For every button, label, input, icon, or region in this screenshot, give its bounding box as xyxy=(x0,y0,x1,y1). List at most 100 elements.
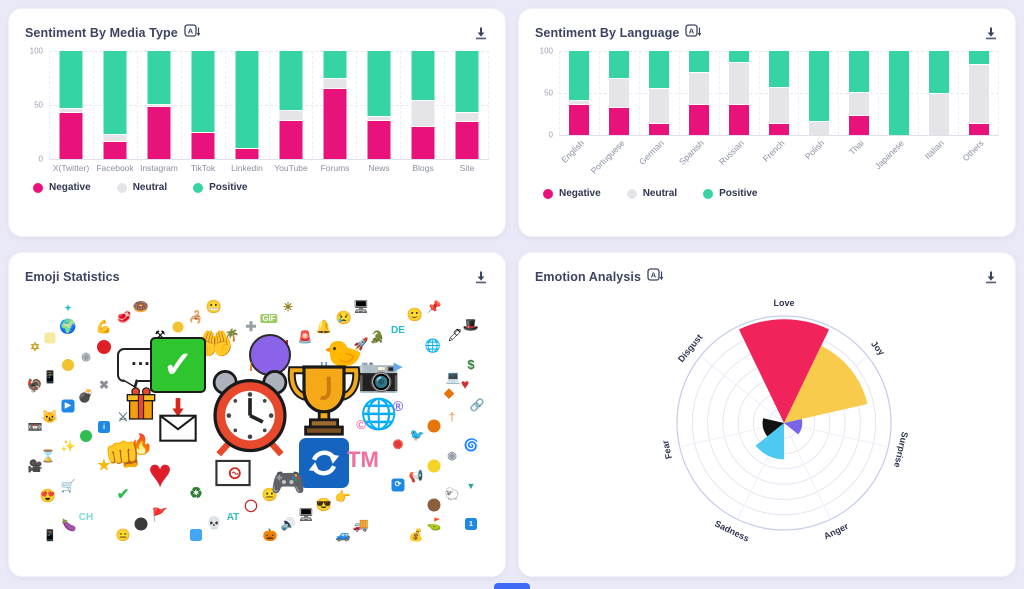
download-button[interactable] xyxy=(473,269,489,285)
x-axis-labels: English Portuguese German Spanish Russian Fre… xyxy=(559,135,999,179)
ai-summary-icon[interactable]: A xyxy=(184,23,201,43)
segment-negative xyxy=(609,106,630,135)
ai-summary-icon[interactable]: A xyxy=(647,267,664,287)
segment-positive xyxy=(191,51,215,133)
ai-summary-icon[interactable]: A xyxy=(685,23,702,43)
emoji-glyph: 🍩 xyxy=(132,299,150,314)
legend-item-positive[interactable]: Positive xyxy=(703,188,758,199)
bar-slot-Polish[interactable] xyxy=(799,51,840,135)
bar-slot-German[interactable] xyxy=(640,51,680,136)
stacked-bar-Thai[interactable] xyxy=(848,51,869,135)
rose-sector-surprise[interactable] xyxy=(784,418,803,435)
stacked-bar-Linkedin[interactable] xyxy=(235,51,259,159)
bar-slot-Blogs[interactable] xyxy=(401,51,446,159)
y-tick-label: 100 xyxy=(539,46,553,56)
emoji-glyph: 🚩 xyxy=(151,507,169,522)
emoji-square xyxy=(190,529,202,541)
y-tick-label: 50 xyxy=(34,100,43,110)
legend-item-negative[interactable]: Negative xyxy=(543,188,601,199)
emoji-cloud-item: CH xyxy=(79,508,93,524)
download-button[interactable] xyxy=(473,25,489,41)
legend-item-negative[interactable]: Negative xyxy=(33,182,91,193)
bar-slot-YouTube[interactable] xyxy=(270,51,314,159)
stacked-bar-Site[interactable] xyxy=(455,51,479,159)
bar-slot-TikTok[interactable] xyxy=(182,51,226,159)
bar-slot-English[interactable] xyxy=(559,51,600,135)
legend-label: Neutral xyxy=(642,188,678,199)
download-icon xyxy=(476,271,486,284)
bar-slot-Portuguese[interactable] xyxy=(600,51,640,135)
stacked-bar-News[interactable] xyxy=(367,51,391,159)
emoji-cloud-item: ✨ xyxy=(61,438,76,454)
x-tick-label: Blogs xyxy=(412,163,434,173)
sentiment-language-chart[interactable]: 0 50 100 English Portuguese German Spanish Russ… xyxy=(535,47,999,199)
bar-slot-French[interactable] xyxy=(760,51,800,135)
rose-sector-love[interactable] xyxy=(738,319,830,423)
stacked-bar-French[interactable] xyxy=(768,51,789,135)
legend-item-positive[interactable]: Positive xyxy=(193,182,248,193)
emoji-word-cloud[interactable]: ✦🍩😬✳🖥📌🥩🦂GIF😢🙂🌍💪✚🔔DE🎩⚒🌴🚨🐊🖊✡🤲!🚀🌐◉🐤!!i📱···✓… xyxy=(25,293,491,551)
bar-slot-Site[interactable] xyxy=(445,51,490,159)
stacked-bar-Russian[interactable] xyxy=(729,51,750,135)
stacked-bar-Facebook[interactable] xyxy=(103,51,127,159)
x-tick-label: News xyxy=(368,163,390,173)
stacked-bar-Italian[interactable] xyxy=(928,51,949,135)
emoji-cloud-item: ⟳ xyxy=(391,478,405,492)
emoji-cloud-item: 🌐 xyxy=(425,338,441,354)
bar-slot-Japanese[interactable] xyxy=(879,51,920,135)
plot-area[interactable] xyxy=(559,51,999,136)
emoji-text-glyph: TM xyxy=(347,447,379,472)
segment-positive xyxy=(768,51,789,88)
stacked-bar-Polish[interactable] xyxy=(808,51,829,135)
stacked-bar-YouTube[interactable] xyxy=(279,51,303,159)
stacked-bar-Spanish[interactable] xyxy=(689,51,710,135)
bar-slot-News[interactable] xyxy=(357,51,402,159)
card-title-media: Sentiment By Media Type xyxy=(25,26,178,40)
stacked-bar-German[interactable] xyxy=(649,51,670,136)
repeat-arrows-emoji xyxy=(299,438,349,488)
bar-slot-Thai[interactable] xyxy=(839,51,880,135)
emoji-text-glyph: ✡ xyxy=(29,340,41,354)
rose-sector-joy[interactable] xyxy=(784,345,868,423)
download-button[interactable] xyxy=(983,25,999,41)
emoji-glyph: 😼 xyxy=(41,409,59,424)
sentiment-media-chart[interactable]: 0 50 100 X(Twitter) Facebook Instagram TikTok L… xyxy=(25,47,490,193)
bar-slot-Italian[interactable] xyxy=(919,51,960,135)
emotion-rose-chart[interactable]: Love Joy Surprise Anger Sadness Fear Disgust xyxy=(535,289,999,582)
bar-slot-X(Twitter)[interactable] xyxy=(49,51,94,159)
stacked-bar-Blogs[interactable] xyxy=(411,51,435,159)
stacked-bar-Instagram[interactable] xyxy=(147,51,171,159)
segment-positive xyxy=(59,51,83,109)
stacked-bar-Others[interactable] xyxy=(968,51,989,135)
y-tick-label: 100 xyxy=(29,46,43,56)
segment-neutral xyxy=(455,112,479,121)
bar-slot-Facebook[interactable] xyxy=(94,51,138,159)
bar-slot-Forums[interactable] xyxy=(313,51,358,159)
stacked-bar-Japanese[interactable] xyxy=(888,51,909,135)
stacked-bar-English[interactable] xyxy=(569,51,590,135)
emoji-glyph: 👉 xyxy=(334,489,352,504)
legend-item-neutral[interactable]: Neutral xyxy=(116,182,167,193)
bottom-blue-indicator[interactable] xyxy=(494,583,530,589)
rose-sector-fear[interactable] xyxy=(762,418,784,437)
emoji-cloud-item: 🐦 xyxy=(410,427,425,443)
bar-slot-Linkedin[interactable] xyxy=(226,51,270,159)
bar-slot-Others[interactable] xyxy=(959,51,999,135)
segment-neutral xyxy=(609,78,630,107)
stacked-bar-Portuguese[interactable] xyxy=(609,51,630,135)
plot-area[interactable] xyxy=(49,51,490,160)
rose-sector-sadness[interactable] xyxy=(755,423,784,460)
bar-slot-Russian[interactable] xyxy=(720,51,760,135)
emoji-square: 1 xyxy=(465,518,477,530)
bar-slot-Instagram[interactable] xyxy=(138,51,182,159)
legend-item-neutral[interactable]: Neutral xyxy=(626,188,678,199)
bar-slot-Spanish[interactable] xyxy=(680,51,720,135)
download-button[interactable] xyxy=(983,269,999,285)
emoji-glyph: 💪 xyxy=(95,319,113,334)
stacked-bar-X(Twitter)[interactable] xyxy=(59,51,83,159)
emoji-cloud-item: ⛳ xyxy=(427,516,442,532)
x-tick-label: Site xyxy=(459,163,475,173)
stacked-bar-Forums[interactable] xyxy=(323,51,347,159)
emoji-cloud-item: 📱 xyxy=(43,527,57,543)
stacked-bar-TikTok[interactable] xyxy=(191,51,215,159)
